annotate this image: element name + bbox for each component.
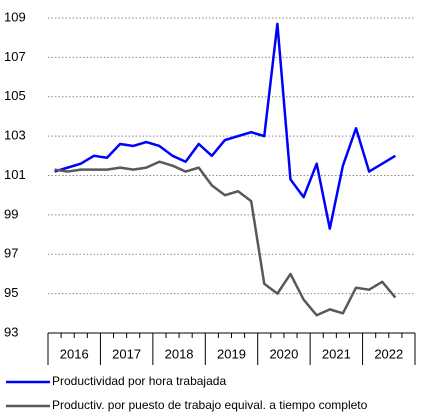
x-group-label: 2022 <box>374 346 403 361</box>
y-tick-label: 101 <box>4 167 26 182</box>
x-group-label: 2021 <box>322 346 351 361</box>
y-tick-label: 93 <box>4 324 18 339</box>
y-tick-label: 99 <box>4 206 18 221</box>
series-line <box>54 160 397 317</box>
y-tick-label: 97 <box>4 246 18 261</box>
y-tick-label: 105 <box>4 88 26 103</box>
series-line <box>54 22 396 230</box>
y-tick-label: 95 <box>4 285 18 300</box>
x-group-label: 2018 <box>165 346 194 361</box>
x-group-label: 2016 <box>60 346 89 361</box>
legend-label: Productiv. por puesto de trabajo equival… <box>52 398 368 412</box>
x-group-label: 2017 <box>112 346 141 361</box>
y-tick-label: 109 <box>4 9 26 24</box>
y-tick-label: 107 <box>4 49 26 64</box>
y-tick-label: 103 <box>4 128 26 143</box>
x-group-label: 2020 <box>269 346 298 361</box>
x-group-label: 2019 <box>217 346 246 361</box>
legend-label: Productividad por hora trabajada <box>52 374 226 388</box>
